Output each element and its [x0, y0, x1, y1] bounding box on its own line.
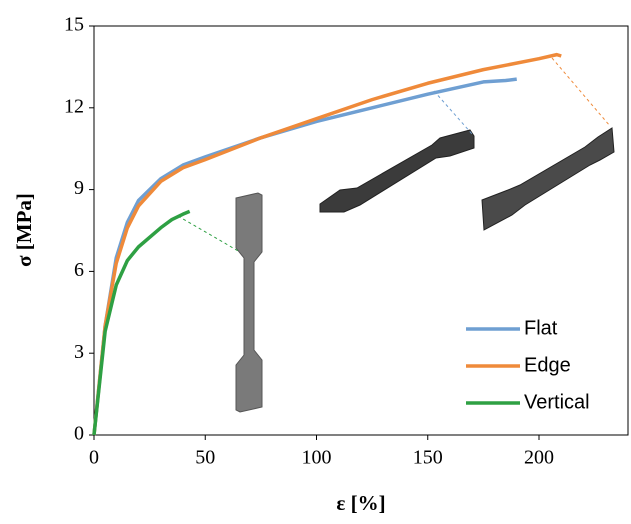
y-tick-label: 12: [64, 95, 84, 117]
plot-frame: [93, 25, 629, 436]
leader-line: [551, 57, 611, 127]
x-tick-label: 100: [302, 447, 332, 469]
y-tick-label: 6: [74, 259, 84, 281]
y-tick-label: 3: [74, 341, 84, 363]
x-tick-label: 200: [524, 447, 554, 469]
leader-line: [433, 90, 473, 135]
y-axis-title: σ [MPa]: [12, 193, 36, 267]
legend: Flat Edge Vertical: [466, 317, 590, 413]
y-tick-label: 9: [74, 177, 84, 199]
line-series: [92, 52, 562, 436]
line-series: [92, 77, 517, 436]
vertical-specimen: [235, 192, 263, 413]
legend-label: Flat: [524, 317, 558, 339]
specimens: [177, 57, 615, 413]
x-tick-label: 0: [89, 447, 99, 469]
legend-label: Edge: [524, 354, 571, 376]
y-tick-label: 15: [64, 14, 84, 36]
leader-line: [177, 215, 241, 253]
flat-specimen: [319, 129, 475, 213]
x-tick-label: 150: [413, 447, 443, 469]
x-axis-title: ε [%]: [336, 491, 385, 515]
y-tick-label: 0: [74, 423, 84, 445]
legend-label: Vertical: [524, 391, 590, 413]
edge-specimen: [481, 127, 615, 231]
line-series: [92, 209, 191, 436]
x-tick-label: 50: [195, 447, 215, 469]
